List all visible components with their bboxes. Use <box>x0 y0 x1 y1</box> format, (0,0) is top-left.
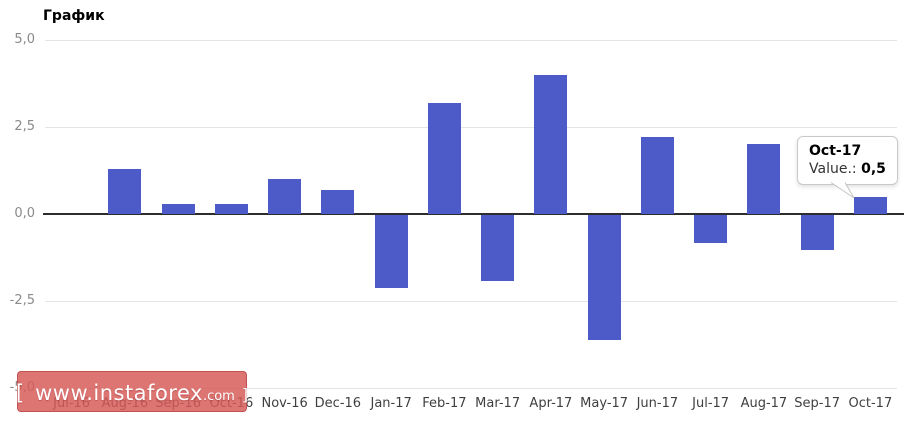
gridline <box>45 301 897 302</box>
watermark-bracket-right: ] <box>241 385 249 404</box>
x-axis-label-may-17: May-17 <box>580 396 629 411</box>
bar-dec-16[interactable] <box>321 189 355 214</box>
y-axis-label: -2,5 <box>9 293 35 308</box>
bar-may-17[interactable] <box>587 215 621 341</box>
x-axis-label-jul-17: Jul-17 <box>692 396 730 411</box>
zero-axis-line <box>43 213 904 215</box>
bar-oct-16[interactable] <box>214 203 248 214</box>
x-axis-label-jun-17: Jun-17 <box>636 396 679 411</box>
tooltip: Oct-17 Value.: 0,5 <box>797 136 898 185</box>
tooltip-category: Oct-17 <box>809 143 862 159</box>
x-axis-label-aug-17: Aug-17 <box>740 396 788 411</box>
bar-sep-16[interactable] <box>161 203 195 214</box>
x-axis-label-dec-16: Dec-16 <box>314 396 362 411</box>
bar-jul-17[interactable] <box>694 215 728 243</box>
bar-apr-17[interactable] <box>534 74 568 214</box>
bar-nov-16[interactable] <box>268 179 302 214</box>
tooltip-value: 0,5 <box>861 161 886 177</box>
watermark-url: www.instaforex <box>35 381 203 405</box>
y-axis-label: 0,0 <box>14 206 35 221</box>
gridline <box>45 40 897 41</box>
x-axis-label-jan-17: Jan-17 <box>370 396 412 411</box>
x-axis-label-feb-17: Feb-17 <box>422 396 467 411</box>
y-axis-label: 2,5 <box>14 119 35 134</box>
x-axis-label-nov-16: Nov-16 <box>261 396 308 411</box>
bar-aug-17[interactable] <box>747 144 781 214</box>
bar-jan-17[interactable] <box>374 215 408 289</box>
x-axis-label-apr-17: Apr-17 <box>529 396 573 411</box>
tooltip-value-row: Value.: 0,5 <box>809 160 886 178</box>
y-axis-label: 5,0 <box>14 32 35 47</box>
bar-aug-16[interactable] <box>108 168 142 214</box>
x-axis-label-oct-17: Oct-17 <box>848 396 893 411</box>
bar-sep-17[interactable] <box>800 215 834 250</box>
x-axis-label-sep-17: Sep-17 <box>794 396 840 411</box>
tooltip-tail-icon <box>830 182 855 199</box>
instaforex-watermark: [ www.instaforex .com ] <box>15 371 249 412</box>
gridline <box>45 388 897 389</box>
x-axis-label-mar-17: Mar-17 <box>475 396 521 411</box>
chart-title: График <box>43 8 105 24</box>
gridline <box>45 127 897 128</box>
watermark-url-suffix: .com <box>202 389 235 404</box>
bar-oct-17[interactable] <box>853 196 887 214</box>
tooltip-value-label: Value.: <box>809 161 857 177</box>
bar-mar-17[interactable] <box>481 215 515 282</box>
watermark-bracket-left: [ <box>15 381 25 405</box>
bar-jun-17[interactable] <box>640 137 674 214</box>
bar-feb-17[interactable] <box>427 102 461 214</box>
